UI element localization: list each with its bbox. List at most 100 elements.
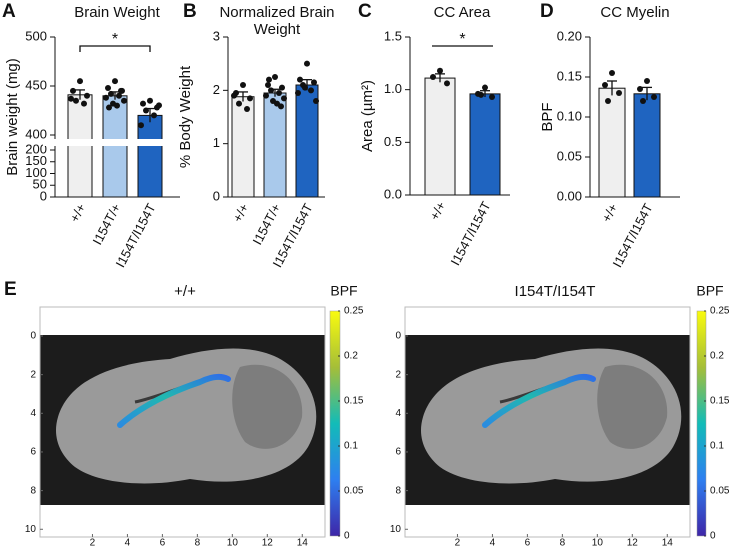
- y-tick-label: 10: [390, 524, 402, 535]
- panel-label: B: [183, 1, 197, 22]
- colorbar-tick-label: 0.15: [710, 396, 730, 407]
- data-point: [70, 87, 76, 94]
- data-point: [231, 92, 237, 99]
- y-tick-label: 1.5: [384, 28, 402, 43]
- data-point: [84, 92, 90, 99]
- bar: [633, 93, 661, 198]
- y-axis-label: % Body Weight: [177, 65, 194, 168]
- y-tick-label: 500: [25, 28, 47, 43]
- colorbar-tick-label: 0.15: [344, 396, 364, 407]
- data-point: [143, 107, 149, 114]
- x-tick-label: I154T/+: [250, 201, 284, 247]
- bar: [424, 77, 456, 196]
- chart-title: Normalized Brain Weight: [219, 4, 335, 38]
- y-tick-label: 50: [33, 177, 47, 192]
- data-point: [68, 95, 74, 102]
- y-tick-label: 2: [30, 369, 36, 380]
- data-point: [81, 100, 87, 107]
- y-tick-label: 6: [395, 447, 401, 458]
- data-point: [77, 78, 83, 85]
- bar: [598, 87, 626, 198]
- y-tick-label: 0: [30, 331, 36, 342]
- y-tick-label: 2: [395, 369, 401, 380]
- cc-streak: [117, 373, 231, 428]
- data-point: [651, 94, 657, 100]
- x-tick-label: 10: [227, 538, 239, 549]
- data-point: [281, 95, 287, 102]
- data-point: [313, 98, 319, 104]
- bar: [469, 93, 501, 196]
- panel-label: D: [540, 1, 554, 22]
- significance-label: *: [112, 31, 118, 48]
- data-point: [430, 74, 436, 81]
- colorbar-tick-label: 0.2: [710, 351, 724, 362]
- x-tick-label: 8: [195, 538, 201, 549]
- y-tick-label: 1.0: [384, 81, 402, 96]
- data-point: [276, 90, 282, 96]
- data-point: [268, 87, 274, 94]
- y-tick-label: 400: [25, 126, 47, 141]
- colorbar-tick-label: 0.25: [710, 306, 730, 317]
- data-point: [278, 103, 284, 110]
- colorbar-label: BPF: [330, 283, 357, 299]
- x-tick-label: I154T/I154T: [448, 199, 494, 268]
- image-frame: [404, 306, 691, 538]
- data-point: [121, 97, 127, 104]
- brain-cerebellum: [232, 364, 303, 449]
- data-point: [112, 78, 118, 85]
- data-point: [489, 94, 495, 101]
- data-point: [609, 70, 615, 76]
- x-tick-label: 6: [525, 538, 531, 549]
- y-tick-label: 450: [25, 77, 47, 92]
- data-point: [602, 82, 608, 88]
- y-tick-label: 3: [213, 28, 220, 43]
- y-tick-label: 6: [30, 447, 36, 458]
- y-tick-label: 2: [213, 82, 220, 97]
- data-point: [272, 74, 278, 80]
- chart-title: CC Area: [433, 4, 491, 21]
- data-point: [73, 97, 79, 104]
- y-tick-label: 4: [395, 408, 401, 419]
- data-point: [297, 76, 303, 83]
- x-tick-label: +/+: [230, 201, 252, 225]
- x-tick-label: 12: [262, 538, 274, 549]
- x-tick-label: 10: [592, 538, 604, 549]
- significance-bracket: [79, 45, 151, 52]
- x-tick-label: 2: [455, 538, 461, 549]
- significance-label: *: [459, 31, 465, 48]
- y-tick-label: 200: [25, 141, 47, 156]
- data-point: [240, 82, 246, 88]
- cc-streak: [482, 373, 596, 428]
- data-point: [244, 106, 250, 112]
- bar: [137, 114, 163, 198]
- data-point: [444, 80, 450, 87]
- data-point: [437, 67, 443, 74]
- colorbar: [329, 310, 341, 537]
- panel-label: A: [2, 1, 16, 22]
- data-point: [304, 60, 310, 67]
- data-point: [114, 102, 120, 109]
- y-tick-label: 0: [40, 188, 47, 203]
- data-point: [302, 84, 308, 91]
- x-tick-label: 2: [90, 538, 96, 549]
- data-point: [116, 92, 122, 99]
- chart-title: Brain Weight: [74, 4, 160, 21]
- data-point: [279, 84, 285, 91]
- axis-break: [43, 139, 182, 146]
- image-title: +/+: [174, 283, 196, 300]
- colorbar-tick-label: 0.1: [710, 441, 724, 452]
- data-point: [637, 86, 643, 92]
- data-point: [308, 87, 314, 94]
- data-point: [265, 82, 271, 88]
- data-point: [140, 100, 146, 107]
- data-point: [295, 90, 301, 96]
- y-tick-label: 0: [213, 188, 220, 203]
- bar: [102, 95, 128, 198]
- data-point: [147, 97, 153, 104]
- data-point: [247, 95, 253, 102]
- data-point: [478, 91, 484, 98]
- mri-image: [405, 335, 690, 505]
- y-tick-label: 150: [25, 153, 47, 168]
- mri-image: [40, 335, 325, 505]
